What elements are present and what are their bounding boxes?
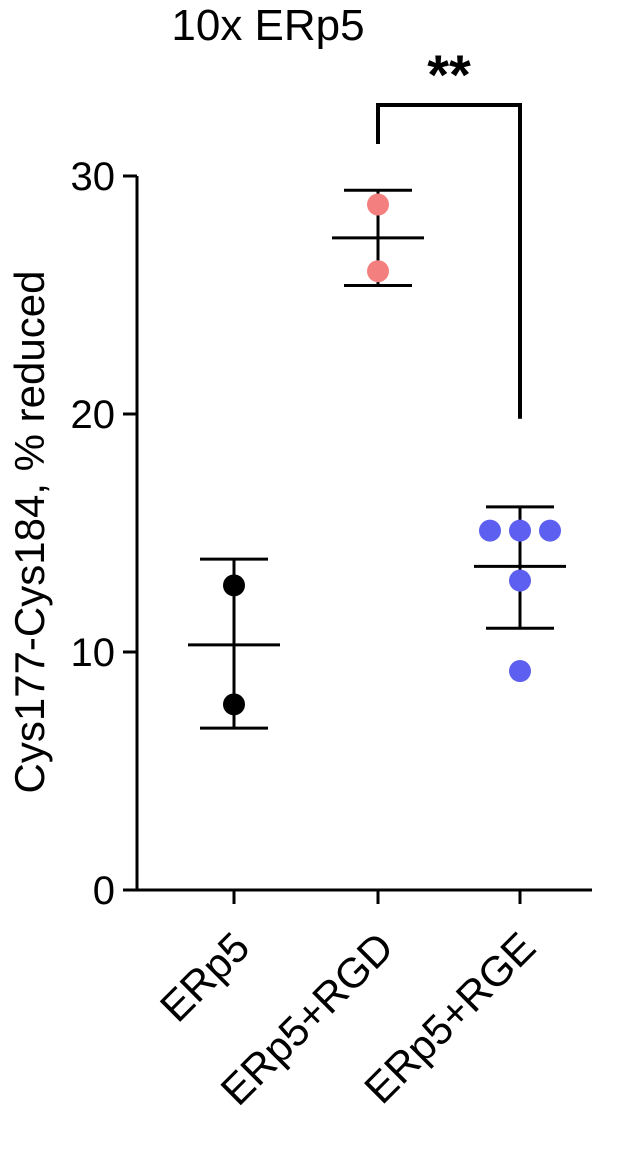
- data-marks: **: [188, 43, 566, 730]
- data-point: [223, 574, 245, 597]
- data-point: [223, 693, 245, 716]
- significance-bracket: [376, 103, 522, 419]
- data-point: [509, 569, 531, 592]
- y-axis-label: Cys177-Cys184, % reduced: [6, 271, 53, 794]
- y-tick-label: 20: [71, 393, 116, 437]
- data-point: [367, 260, 389, 283]
- significance-label: **: [427, 43, 471, 106]
- x-tick-label: ERp5: [151, 923, 259, 1031]
- data-point: [509, 660, 531, 683]
- data-point: [479, 519, 501, 542]
- data-point: [539, 519, 561, 542]
- data-point: [367, 193, 389, 216]
- data-point: [509, 519, 531, 542]
- chart-title: 10x ERp5: [171, 1, 364, 50]
- y-tick-label: 0: [93, 869, 115, 913]
- y-tick-label: 10: [71, 631, 116, 675]
- y-tick-label: 30: [71, 155, 116, 199]
